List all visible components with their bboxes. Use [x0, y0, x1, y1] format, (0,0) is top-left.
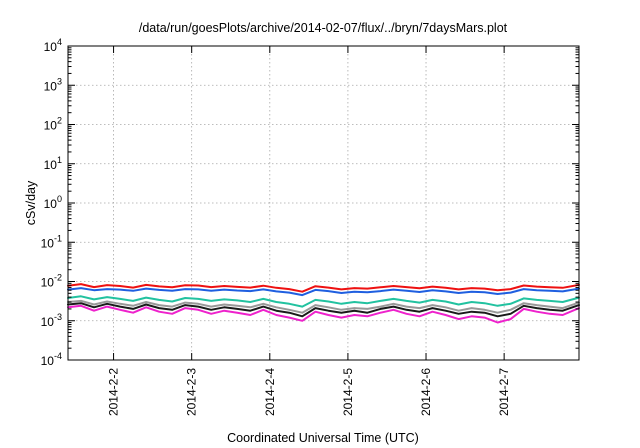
series-line-2	[67, 287, 580, 297]
x-tick-label: 2014-2-4	[263, 368, 277, 416]
grid-lines	[68, 46, 579, 360]
y-tick-label: 10-1	[41, 233, 62, 250]
y-tick-label: 10-4	[41, 351, 62, 368]
y-tick-label: 103	[44, 76, 62, 93]
x-tick-label: 2014-2-7	[497, 368, 511, 416]
y-axis-tick-labels: 10-4 10-3 10-2 10-1 100 101 102 103 104	[41, 37, 62, 368]
series-line-1	[67, 283, 580, 293]
series-line-4	[67, 299, 580, 314]
y-axis-label: cSv/day	[24, 180, 38, 225]
series-line-6	[67, 304, 580, 324]
x-tick-label: 2014-2-2	[107, 368, 121, 416]
axis-ticks	[68, 45, 579, 361]
y-tick-label: 102	[44, 116, 62, 133]
x-tick-label: 2014-2-6	[419, 368, 433, 416]
y-tick-label: 101	[44, 155, 62, 172]
series-line-5	[67, 302, 580, 318]
x-axis-label: Coordinated Universal Time (UTC)	[227, 431, 419, 445]
y-tick-label: 10-2	[41, 273, 62, 290]
series-line-3	[67, 295, 580, 308]
x-tick-label: 2014-2-5	[341, 368, 355, 416]
y-tick-label: 104	[44, 37, 62, 54]
x-tick-label: 2014-2-3	[185, 368, 199, 416]
series-lines	[67, 283, 580, 324]
plot-area	[67, 45, 580, 361]
x-axis-tick-labels: 2014-2-2 2014-2-3 2014-2-4 2014-2-5 2014-2-6…	[107, 368, 512, 416]
chart-title: /data/run/goesPlots/archive/2014-02-07/f…	[139, 21, 508, 35]
y-tick-label: 10-3	[41, 312, 62, 329]
y-tick-label: 100	[44, 194, 62, 211]
